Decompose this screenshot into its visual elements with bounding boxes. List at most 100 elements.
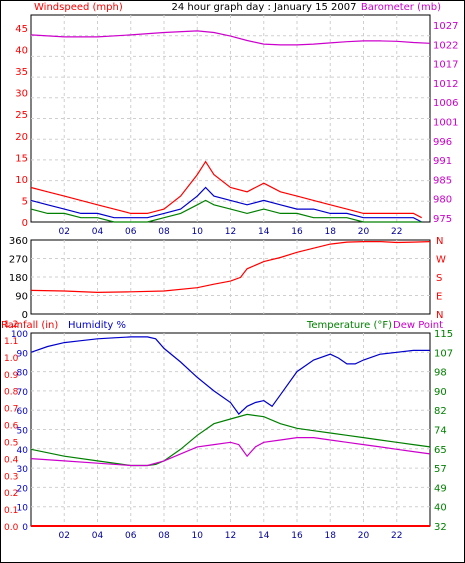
wind-y-tick-label: 15 [15,153,28,164]
direction-y-tick-label: 90 [15,292,28,303]
rain-y-tick-label: 0.2 [4,489,18,499]
wind-y-tick-label: 5 [22,196,28,207]
direction-series [30,241,431,294]
x-tick-label: 14 [258,531,270,541]
temp-y-tick-label: 74 [434,426,447,437]
wind-baro-series [30,30,431,223]
x-tick-label: 10 [192,227,204,237]
humidity-y-tick-label: 0 [22,523,28,533]
temp-y-tick-label: 115 [434,329,453,340]
compass-label: W [436,255,446,266]
x-tick-label: 02 [59,531,70,541]
rain-y-tick-label: 1.0 [4,354,19,364]
humidity-x-ticks: 02 04 06 08 10 12 14 16 18 20 22 [59,531,403,541]
direction-y-tick-label: 270 [9,255,28,266]
humidity-y-tick-label: 100 [11,330,28,340]
wind-y-tick-label: 30 [15,89,28,100]
x-tick-label: 18 [325,227,337,237]
humidity-y-tick-label: 60 [17,407,29,417]
x-tick-label: 16 [291,531,303,541]
baro-y-tick-label: 1027 [433,21,458,32]
x-tick-label: 22 [391,531,402,541]
rain-y-tick-label: 0.6 [4,422,19,432]
x-tick-label: 12 [225,227,236,237]
x-tick-label: 18 [325,531,337,541]
x-tick-label: 04 [92,227,104,237]
baro-y-tick-label: 1001 [433,118,458,129]
humidity-y-tick-label: 50 [17,427,29,437]
x-tick-label: 12 [225,531,236,541]
wind-y-tick-label: 0 [22,218,28,229]
direction-y-tick-label: 180 [9,273,28,284]
wind_gust-line [30,160,422,219]
compass-label: E [436,292,442,303]
wind-x-ticks: 02 04 06 08 10 12 14 16 18 20 22 [59,227,403,237]
x-tick-label: 22 [391,227,402,237]
x-tick-label: 06 [125,531,137,541]
wind-y-tick-label: 45 [15,24,28,35]
humidity-y-tick-label: 70 [17,388,29,398]
x-tick-label: 04 [92,531,104,541]
humidity-y-tick-label: 80 [17,369,29,379]
temp-y-tick-label: 32 [434,522,447,533]
temp-y-tick-label: 98 [434,368,447,379]
direction-y-tick-label: 0 [22,310,28,321]
x-tick-label: 20 [358,531,370,541]
wind-y-tick-label: 20 [15,132,28,143]
baro-y-tick-label: 975 [433,214,452,225]
rainfall-axis-label: Rainfall (in) [1,320,58,331]
humidity-temp-series [30,336,431,527]
baro-y-tick-label: 1022 [433,40,458,51]
direction-grid [31,240,430,314]
x-tick-label: 08 [158,227,170,237]
temp-y-tick-label: 65 [434,445,447,456]
temp-y-tick-label: 107 [434,348,453,359]
baro-y-tick-label: 1012 [433,79,458,90]
temperature-axis-label: Temperature (°F) [306,320,392,331]
x-tick-label: 06 [125,227,137,237]
rain-y-tick-label: 1.1 [4,337,18,347]
dewpoint-axis-label: Dew Point [393,320,443,331]
barometer-axis-label: Barometer (mb) [361,2,441,13]
windspeed-axis-label: Windspeed (mph) [34,2,123,13]
direction-y-tick-label: 360 [9,236,28,247]
rain-y-tick-label: 0.4 [4,455,19,465]
rain-y-tick-label: 0.0 [4,523,19,533]
dew_point-line [30,437,431,467]
humidity-y-tick-label: 90 [17,349,29,359]
humidity-y-tick-label: 30 [17,465,29,475]
compass-label: N [436,310,443,321]
x-tick-label: 20 [358,227,370,237]
rain-y-tick-label: 0.1 [4,506,18,516]
baro-y-tick-label: 1017 [433,60,458,71]
x-tick-label: 16 [291,227,303,237]
temp-y-tick-label: 57 [434,464,447,475]
temp-y-tick-label: 40 [434,503,447,514]
wind-y-tick-label: 35 [15,67,28,78]
baro-y-tick-label: 1006 [433,98,458,109]
direction-y-ticks: 0 90 180 270 360 [9,236,28,321]
wind_low-line [30,199,422,223]
humidity-temp-grid [31,333,430,526]
compass-label: N [436,236,443,247]
direction-line [30,241,431,294]
rain-y-tick-label: 0.7 [4,405,18,415]
x-tick-label: 10 [192,531,204,541]
temp-y-ticks: 32 40 49 57 65 74 82 90 98 107 115 [434,329,453,533]
temperature-line [30,413,431,467]
rain-y-tick-label: 0.3 [4,472,18,482]
baro-y-tick-label: 991 [433,156,452,167]
temp-y-tick-label: 49 [434,483,447,494]
rain-y-ticks: 0.0 0.1 0.2 0.3 0.4 0.5 0.6 0.7 0.8 0.9 1.0 1.1 1.2 [4,320,19,533]
x-tick-label: 14 [258,227,270,237]
compass-label: S [436,273,442,284]
humidity-y-tick-label: 10 [17,504,29,514]
rain-y-tick-label: 1.2 [4,320,18,330]
baro-y-tick-label: 996 [433,137,452,148]
baro-y-tick-label: 985 [433,175,452,186]
wind-baro-grid [31,15,430,222]
